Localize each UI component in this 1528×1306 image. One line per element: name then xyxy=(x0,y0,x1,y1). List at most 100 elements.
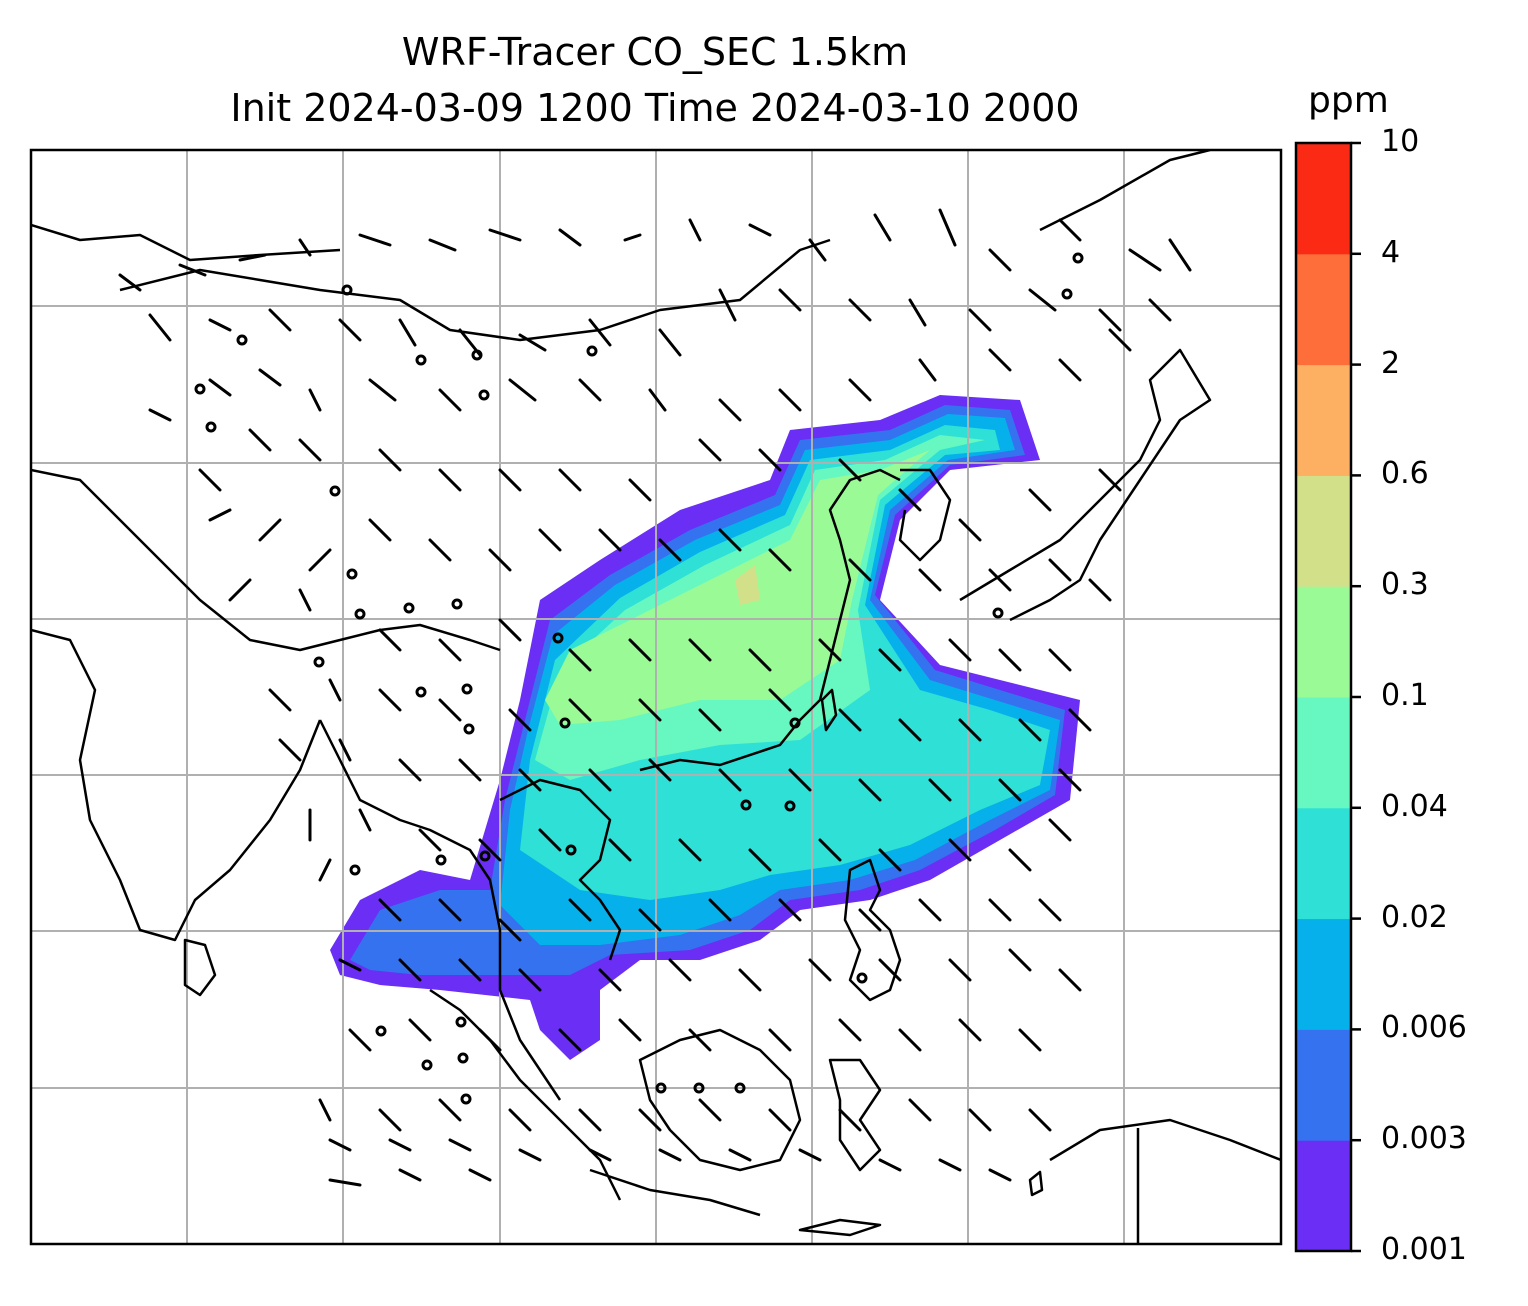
borneo-coast xyxy=(638,1028,802,1172)
calm-wind-marker xyxy=(992,607,1004,619)
wind-barb xyxy=(758,448,1122,542)
calm-wind-marker xyxy=(435,854,447,866)
mongolia-border xyxy=(119,238,831,342)
calm-wind-marker xyxy=(693,1082,705,1094)
wind-barb xyxy=(338,958,832,992)
calm-wind-marker xyxy=(565,844,577,856)
colorbar-tick-label: 10 xyxy=(1381,124,1420,159)
calm-wind-marker xyxy=(856,972,868,984)
wind-barb xyxy=(348,1018,862,1052)
map-frame xyxy=(29,148,1283,1246)
colorbar-segment xyxy=(1296,918,1351,1030)
calm-wind-marker xyxy=(461,683,473,695)
taiwan-coast xyxy=(820,688,838,732)
calm-wind-marker xyxy=(463,723,475,735)
colorbar-tick-label: 0.6 xyxy=(1381,456,1429,492)
sakhalin-coast xyxy=(1039,150,1211,232)
calm-wind-marker xyxy=(478,389,490,401)
calm-wind-marker xyxy=(236,334,248,346)
colorbar xyxy=(1294,141,1361,1253)
calm-wind-marker xyxy=(479,850,491,862)
wind-barb xyxy=(268,678,792,732)
himalaya-border xyxy=(31,468,501,652)
wind-barb xyxy=(148,308,682,357)
colorbar-segment xyxy=(1296,475,1351,587)
sri-lanka-coastline xyxy=(183,938,217,997)
wind-barb xyxy=(718,328,1132,422)
indochina-coast xyxy=(499,778,622,961)
colorbar-segment xyxy=(1296,1029,1351,1141)
wind-barb xyxy=(718,288,1172,332)
calm-wind-marker xyxy=(349,864,361,876)
sulawesi-coast xyxy=(828,1058,882,1172)
map-title-line1: WRF-Tracer CO_SEC 1.5km xyxy=(401,30,909,74)
colorbar-tick-label: 0.003 xyxy=(1381,1121,1467,1157)
wind-barb xyxy=(318,858,802,942)
calm-wind-marker xyxy=(346,568,358,580)
wind-barb xyxy=(208,508,742,572)
calm-wind-marker xyxy=(740,799,752,811)
wind-barb xyxy=(838,708,1092,742)
wind-barb xyxy=(328,1138,822,1162)
colorbar-segment xyxy=(1296,143,1351,255)
colorbar-tick-label: 0.3 xyxy=(1381,567,1429,603)
calm-wind-marker xyxy=(460,1093,472,1105)
colorbar-tick-label: 4 xyxy=(1381,234,1401,270)
wind-barb xyxy=(328,1158,1012,1187)
colorbar-segment xyxy=(1296,364,1351,476)
colorbar-tick-label: 0.001 xyxy=(1381,1232,1467,1267)
japan-coast xyxy=(959,348,1212,622)
calm-wind-marker xyxy=(457,1052,469,1064)
colorbar-tick-label: 0.02 xyxy=(1381,899,1448,935)
plume-level-6 xyxy=(735,565,760,605)
calm-wind-marker xyxy=(354,608,366,620)
java-coast xyxy=(589,1168,761,1217)
wind-barb xyxy=(198,428,722,502)
wind-barb xyxy=(858,768,1082,802)
map-plot-area xyxy=(31,150,1281,1244)
colorbar-segment xyxy=(1296,253,1351,366)
india-coastline xyxy=(31,628,322,942)
calm-wind-marker xyxy=(403,602,415,614)
calm-wind-marker xyxy=(341,284,353,296)
calm-wind-marker xyxy=(789,717,801,729)
calm-wind-marker xyxy=(205,421,217,433)
colorbar-tick-label: 0.006 xyxy=(1381,1010,1467,1046)
calm-wind-marker xyxy=(415,354,427,366)
small-island xyxy=(1028,1170,1044,1197)
calm-wind-marker xyxy=(375,1025,387,1037)
calm-wind-markers xyxy=(194,252,1084,1105)
colorbar-tick-label: 0.1 xyxy=(1381,678,1429,713)
colorbar-segment xyxy=(1296,807,1351,920)
colorbar-segment xyxy=(1296,586,1351,698)
calm-wind-marker xyxy=(451,598,463,610)
tracer-plume xyxy=(330,395,1080,1060)
colorbar-unit-label: ppm xyxy=(1308,80,1389,121)
calm-wind-marker xyxy=(194,383,206,395)
china-coast xyxy=(639,468,901,772)
calm-wind-marker xyxy=(415,686,427,698)
calm-wind-marker xyxy=(329,485,341,497)
wind-barb xyxy=(858,898,1062,932)
wind-barbs xyxy=(118,208,1192,1187)
calm-wind-marker xyxy=(655,1082,667,1094)
wind-barb xyxy=(838,1098,1052,1132)
calm-wind-marker xyxy=(313,656,325,668)
calm-wind-marker xyxy=(734,1082,746,1094)
calm-wind-marker xyxy=(552,632,564,644)
calm-wind-marker xyxy=(586,345,598,357)
calm-wind-marker xyxy=(455,1016,467,1028)
small-island xyxy=(798,1218,882,1237)
colorbar-segment xyxy=(1296,697,1351,809)
wind-barb xyxy=(898,1018,1042,1052)
calm-wind-marker xyxy=(784,800,796,812)
colorbar-tick-label: 0.04 xyxy=(1381,788,1448,824)
wind-barb xyxy=(688,208,1192,272)
wind-barb xyxy=(308,808,842,872)
wind-barb xyxy=(118,228,642,292)
korea-coast xyxy=(898,468,952,562)
wind-barb xyxy=(228,578,772,672)
wind-barb xyxy=(318,1098,792,1132)
calm-wind-marker xyxy=(1061,288,1073,300)
